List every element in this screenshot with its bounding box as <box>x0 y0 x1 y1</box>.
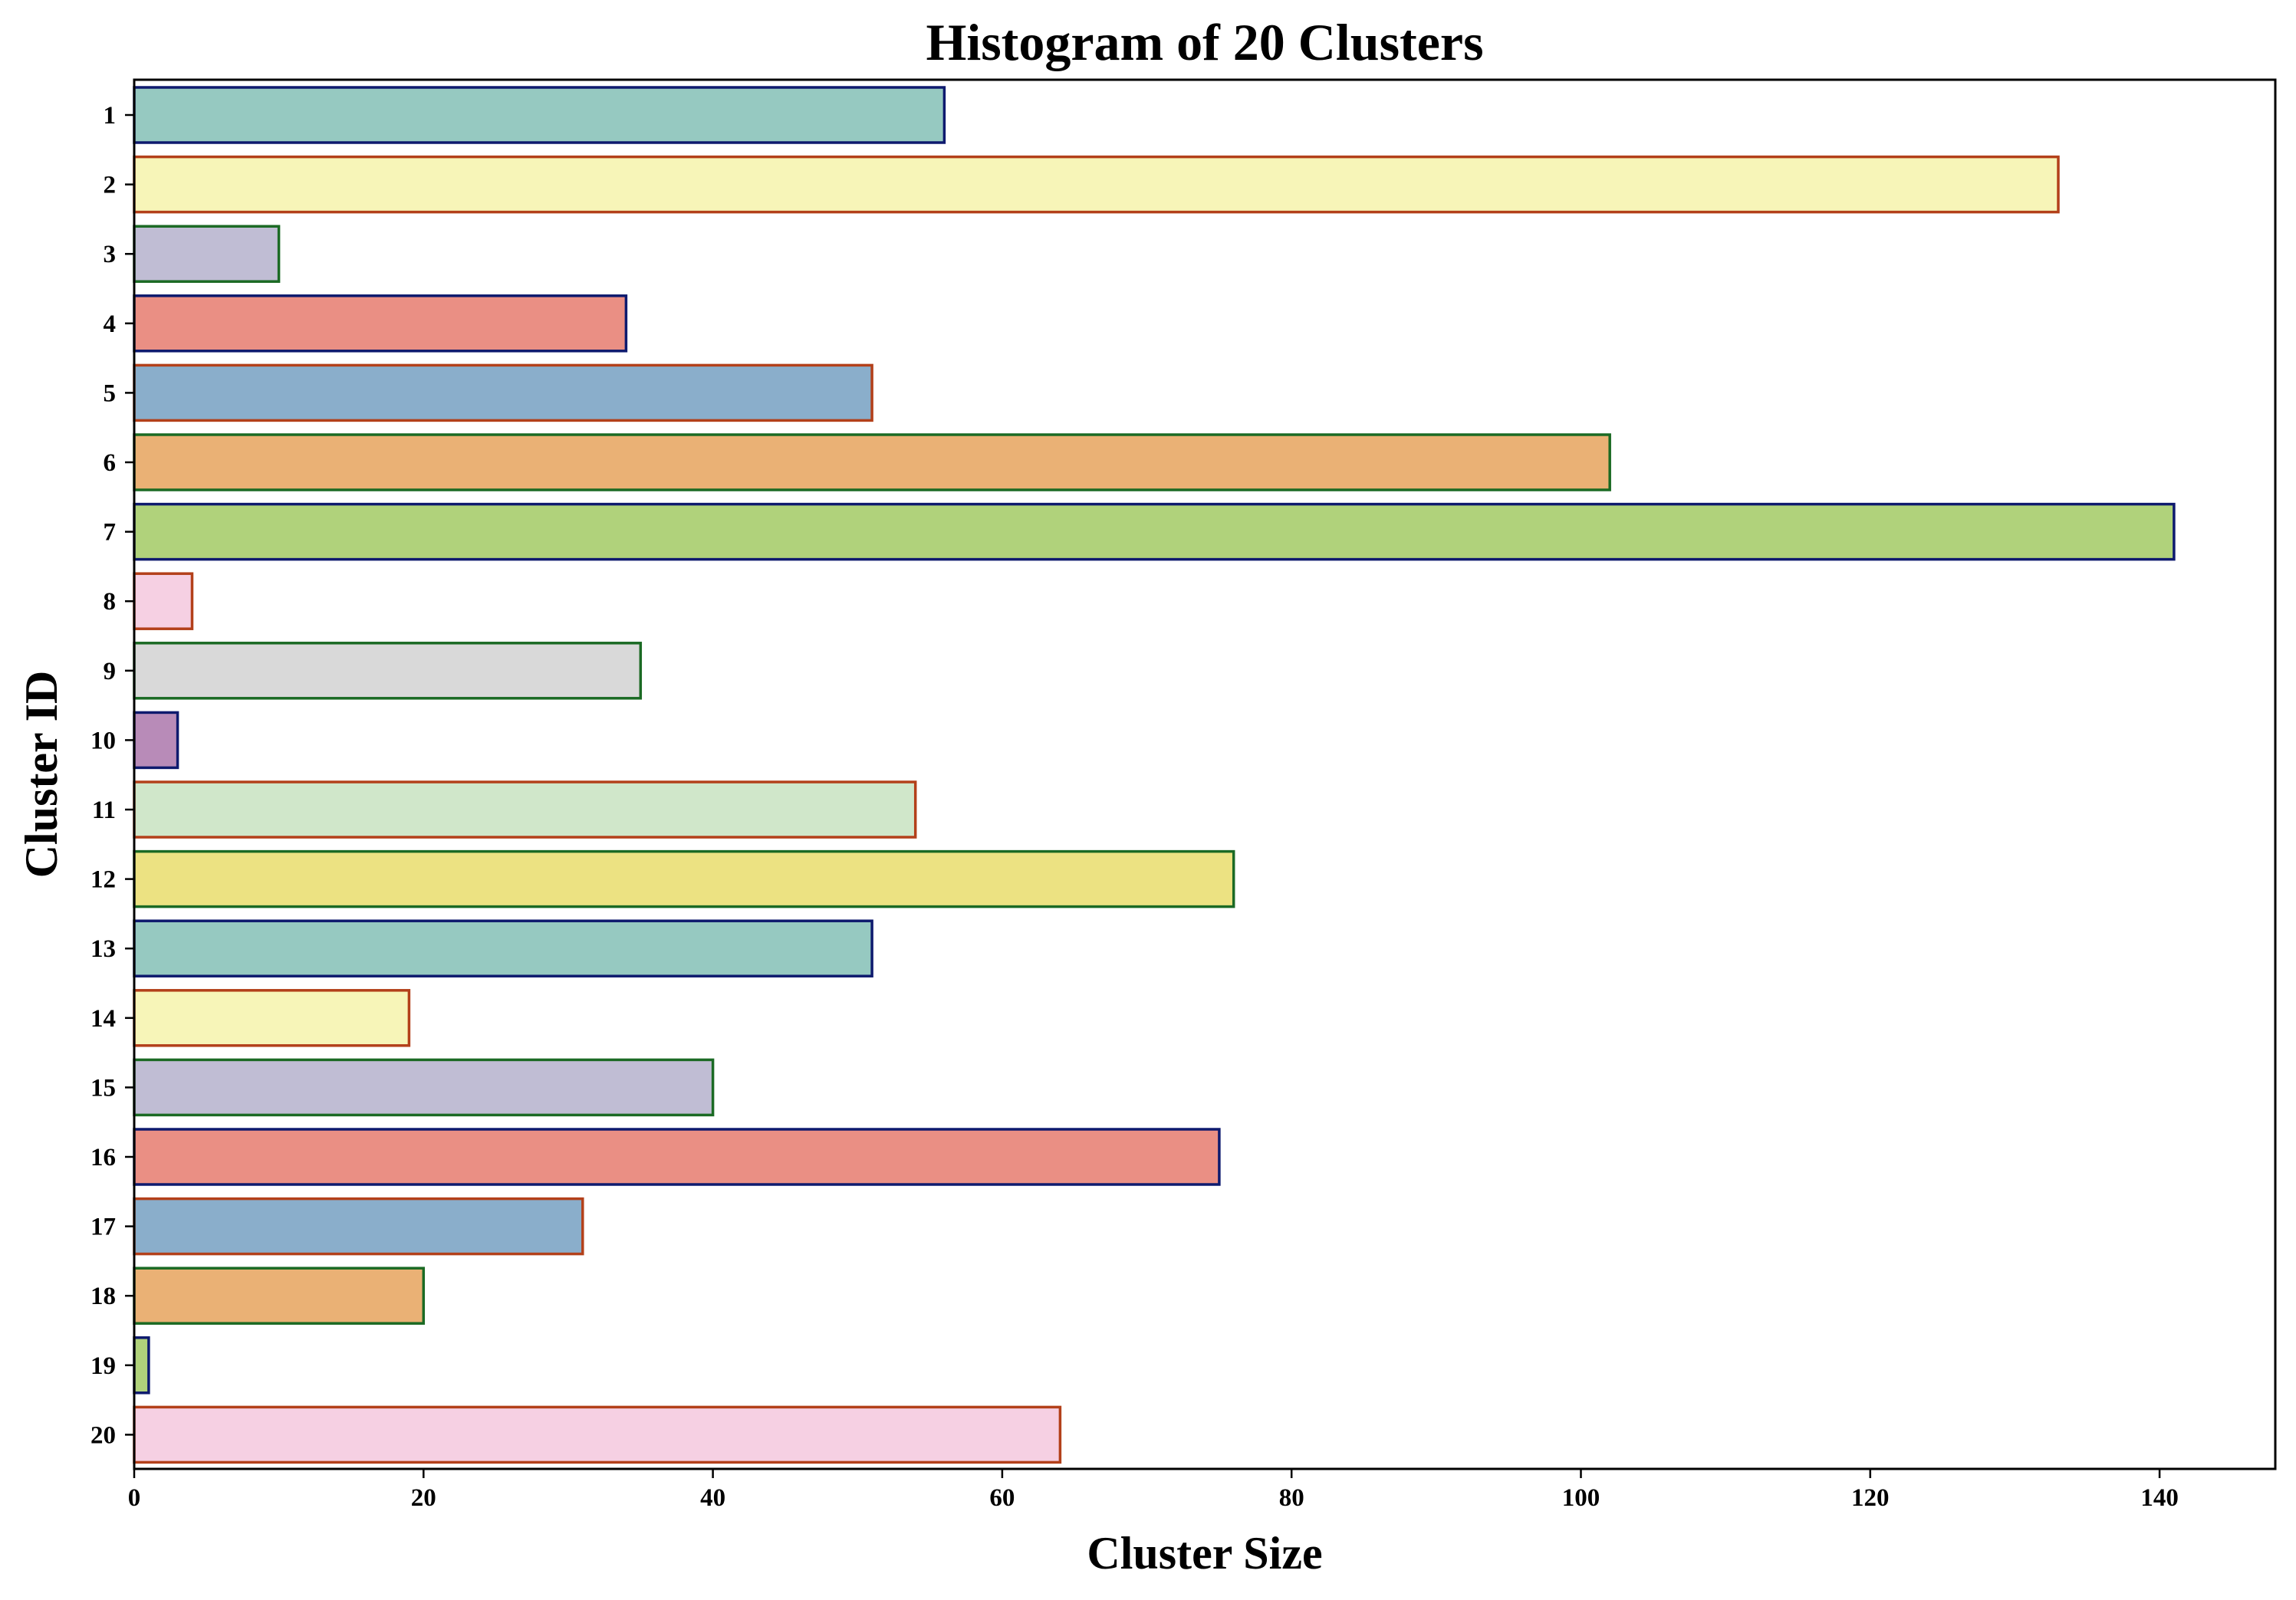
y-tick-label: 4 <box>104 310 117 338</box>
y-tick-label: 5 <box>104 379 117 407</box>
chart-title: Histogram of 20 Clusters <box>926 13 1483 71</box>
bar-cluster-17 <box>133 1197 584 1256</box>
bar-cluster-15 <box>133 1058 715 1117</box>
x-tick-label: 40 <box>700 1484 725 1512</box>
y-tick-label: 19 <box>90 1352 116 1380</box>
x-tick-label: 60 <box>989 1484 1015 1512</box>
y-tick-label: 2 <box>104 172 117 199</box>
bar-cluster-5 <box>133 363 873 422</box>
bar-cluster-16 <box>133 1128 1221 1186</box>
y-tick-label: 12 <box>90 866 116 894</box>
y-tick-label: 6 <box>104 449 117 477</box>
y-tick-label: 7 <box>104 519 117 547</box>
x-axis-label: Cluster Size <box>1087 1528 1322 1579</box>
bar-cluster-19 <box>133 1336 150 1395</box>
bar-cluster-10 <box>133 711 179 770</box>
bar-cluster-9 <box>133 642 643 700</box>
bar-cluster-14 <box>133 989 411 1047</box>
y-tick-label: 16 <box>90 1144 116 1171</box>
bar-cluster-11 <box>133 780 917 839</box>
x-tick-label: 140 <box>2140 1484 2179 1512</box>
y-tick-label: 3 <box>104 241 117 268</box>
y-tick-label: 15 <box>90 1074 116 1102</box>
y-tick-label: 14 <box>90 1005 116 1033</box>
y-tick-label: 13 <box>90 935 116 963</box>
y-tick-label: 11 <box>92 797 116 824</box>
bar-cluster-8 <box>133 572 194 630</box>
plot-area-frame <box>133 78 2277 1470</box>
bar-cluster-6 <box>133 433 1611 491</box>
bar-cluster-7 <box>133 502 2176 561</box>
bar-cluster-3 <box>133 225 281 283</box>
y-tick-label: 10 <box>90 727 116 754</box>
x-tick-label: 20 <box>411 1484 436 1512</box>
y-tick-label: 20 <box>90 1421 116 1449</box>
bar-cluster-18 <box>133 1267 426 1325</box>
x-tick-label: 0 <box>128 1484 141 1512</box>
y-tick-label: 17 <box>90 1214 116 1241</box>
y-tick-label: 1 <box>104 102 117 130</box>
bar-cluster-4 <box>133 294 628 353</box>
bar-cluster-20 <box>133 1405 1062 1464</box>
bar-cluster-2 <box>133 155 2060 214</box>
y-tick-label: 18 <box>90 1283 116 1310</box>
y-tick-label: 9 <box>104 658 117 685</box>
x-tick-label: 80 <box>1279 1484 1304 1512</box>
y-axis-label: Cluster ID <box>16 671 67 879</box>
bar-cluster-13 <box>133 919 873 977</box>
bar-cluster-12 <box>133 849 1235 908</box>
x-axis-ticks: 0 20 40 60 80 100 120 140 <box>128 1469 2179 1512</box>
bars-group <box>133 86 2176 1464</box>
x-tick-label: 120 <box>1851 1484 1890 1512</box>
bar-cluster-1 <box>133 86 946 144</box>
x-tick-label: 100 <box>1562 1484 1600 1512</box>
y-tick-label: 8 <box>104 588 117 616</box>
